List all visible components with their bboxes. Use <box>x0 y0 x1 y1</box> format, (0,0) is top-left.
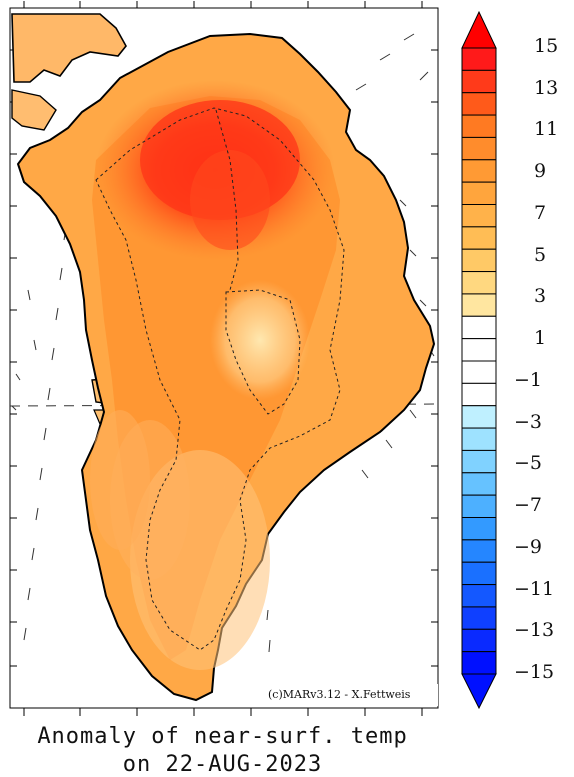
anomaly-field <box>90 80 340 670</box>
colorbar-top-arrow <box>461 10 497 49</box>
colorbar-segment <box>461 517 497 541</box>
colorbar-segment <box>461 181 497 205</box>
colorbar-segment <box>461 539 497 563</box>
colorbar-segment <box>461 472 497 496</box>
colorbar-segment <box>461 405 497 429</box>
colorbar-tick-label: 7 <box>534 201 547 224</box>
colorbar-bottom-arrow <box>461 673 497 710</box>
colorbar-tick-label: 1 <box>534 327 547 350</box>
colorbar-segment <box>461 427 497 451</box>
elevation-contours <box>95 107 345 651</box>
colorbar-segment <box>461 248 497 273</box>
map-caption-line1: Anomaly of near-surf. temp <box>37 724 408 749</box>
map-caption-line2: on 22-AUG-2023 <box>122 752 323 777</box>
colorbar-segment <box>461 315 497 340</box>
colorbar-segment <box>461 69 497 94</box>
colorbar-segment <box>461 360 497 384</box>
graticule-lines <box>9 33 441 653</box>
colorbar-tick-label: −3 <box>514 410 543 433</box>
colorbar-segment <box>461 293 497 317</box>
credit-box <box>262 684 438 706</box>
colorbar-segment <box>461 494 497 518</box>
credit-text: (c)MARv3.12 - X.Fettweis <box>268 688 411 701</box>
colorbar-segment <box>461 449 497 474</box>
colorbar-tick-label: 15 <box>534 35 559 57</box>
colorbar-segment <box>461 561 497 586</box>
colorbar-tick-label: 3 <box>534 285 547 308</box>
colorbar-segment <box>461 338 497 362</box>
colorbar-tick-label: −5 <box>514 452 543 475</box>
colorbar-segment <box>461 226 497 250</box>
colorbar-segment <box>461 271 497 295</box>
colorbar-tick-label: −11 <box>514 577 555 600</box>
colorbar-tick-label: 11 <box>534 118 559 141</box>
colorbar-segment <box>461 47 497 71</box>
colorbar-segment <box>461 584 497 608</box>
colorbar-segment <box>461 204 497 228</box>
colorbar-segment <box>461 382 497 407</box>
colorbar-segment <box>461 92 497 116</box>
colorbar-tick-label: 9 <box>534 160 547 183</box>
colorbar-tick-label: 5 <box>534 243 547 266</box>
colorbar-segment <box>461 136 497 161</box>
colorbar-segment <box>461 651 497 675</box>
colorbar-segment <box>461 114 497 138</box>
colorbar-tick-label: 13 <box>534 76 559 99</box>
colorbar-tick-label: −7 <box>514 494 543 517</box>
colorbar-tick-label: −9 <box>514 535 543 558</box>
colorbar-segment <box>461 628 497 653</box>
colorbar-segment <box>461 606 497 630</box>
colorbar-segment <box>461 159 497 183</box>
colorbar-tick-label: −13 <box>514 619 555 642</box>
colorbar-tick-label: −1 <box>514 368 543 391</box>
colorbar-tick-label: −15 <box>514 661 555 683</box>
colorbar <box>461 10 497 710</box>
